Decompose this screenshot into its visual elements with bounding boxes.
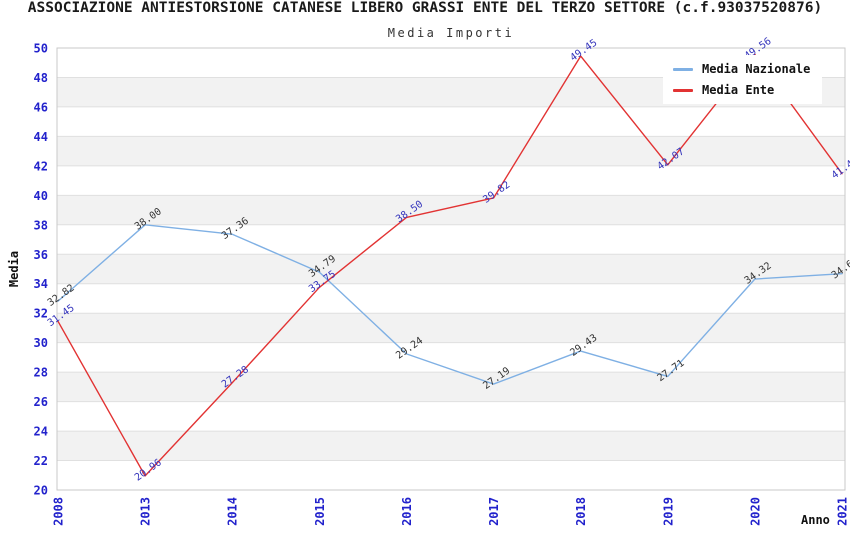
x-axis-title: Anno <box>801 513 830 527</box>
plot-band <box>57 372 845 402</box>
plot-frame <box>56 47 846 491</box>
y-tick-label: 42 <box>34 159 48 173</box>
legend-label-ente: Media Ente <box>702 83 775 97</box>
nazionale-series-line <box>57 224 843 385</box>
plot-band <box>57 106 845 137</box>
y-tick-label: 40 <box>34 189 48 203</box>
y-tick-label: 20 <box>34 484 48 498</box>
legend-item-nazionale: Media Nazionale <box>673 62 810 76</box>
y-axis-title: Media <box>7 250 21 288</box>
plot-band <box>57 313 845 343</box>
plot-band <box>57 224 845 255</box>
plot-band <box>57 195 845 225</box>
plot-band <box>57 401 845 432</box>
plot-band <box>57 283 845 314</box>
plot-band <box>57 254 845 284</box>
chart-subtitle: Media Importi <box>387 26 515 40</box>
y-tick-label: 30 <box>34 336 48 350</box>
chart-title: ASSOCIAZIONE ANTIESTORSIONE CATANESE LIB… <box>27 0 823 16</box>
y-tick-label: 38 <box>34 218 48 232</box>
x-tick-label: 2013 <box>139 497 153 526</box>
y-tick-label: 46 <box>34 100 48 114</box>
x-tick-label: 2015 <box>313 497 327 526</box>
ente-line-swatch-icon <box>673 88 693 92</box>
x-tick-label: 2008 <box>52 497 66 526</box>
y-tick-label: 22 <box>34 454 48 468</box>
ente-series-line <box>57 53 843 477</box>
y-tick-label: 48 <box>34 71 48 85</box>
y-tick-label: 28 <box>34 366 48 380</box>
y-tick-label: 32 <box>34 307 48 321</box>
legend-label-nazionale: Media Nazionale <box>702 62 811 76</box>
y-tick-label: 50 <box>34 42 48 56</box>
plot-band <box>57 165 845 196</box>
nazionale-line-swatch-icon <box>673 67 693 71</box>
plot-band <box>57 460 845 490</box>
x-tick-label: 2020 <box>748 497 762 526</box>
y-tick-label: 24 <box>34 425 48 439</box>
x-tick-label: 2021 <box>836 497 850 526</box>
y-tick-label: 36 <box>34 248 48 262</box>
x-tick-label: 2018 <box>574 497 588 526</box>
y-tick-label: 34 <box>34 277 48 291</box>
legend: Media Nazionale Media Ente <box>663 55 823 104</box>
x-tick-label: 2017 <box>487 497 501 526</box>
x-tick-label: 2016 <box>400 497 414 526</box>
plot-band <box>57 431 845 461</box>
x-tick-label: 2019 <box>661 497 675 526</box>
legend-item-ente: Media Ente <box>673 83 810 97</box>
y-tick-label: 44 <box>34 130 48 144</box>
plot-band <box>57 342 845 373</box>
plot-band <box>57 136 845 166</box>
y-tick-label: 26 <box>34 395 48 409</box>
x-tick-label: 2014 <box>226 497 240 526</box>
